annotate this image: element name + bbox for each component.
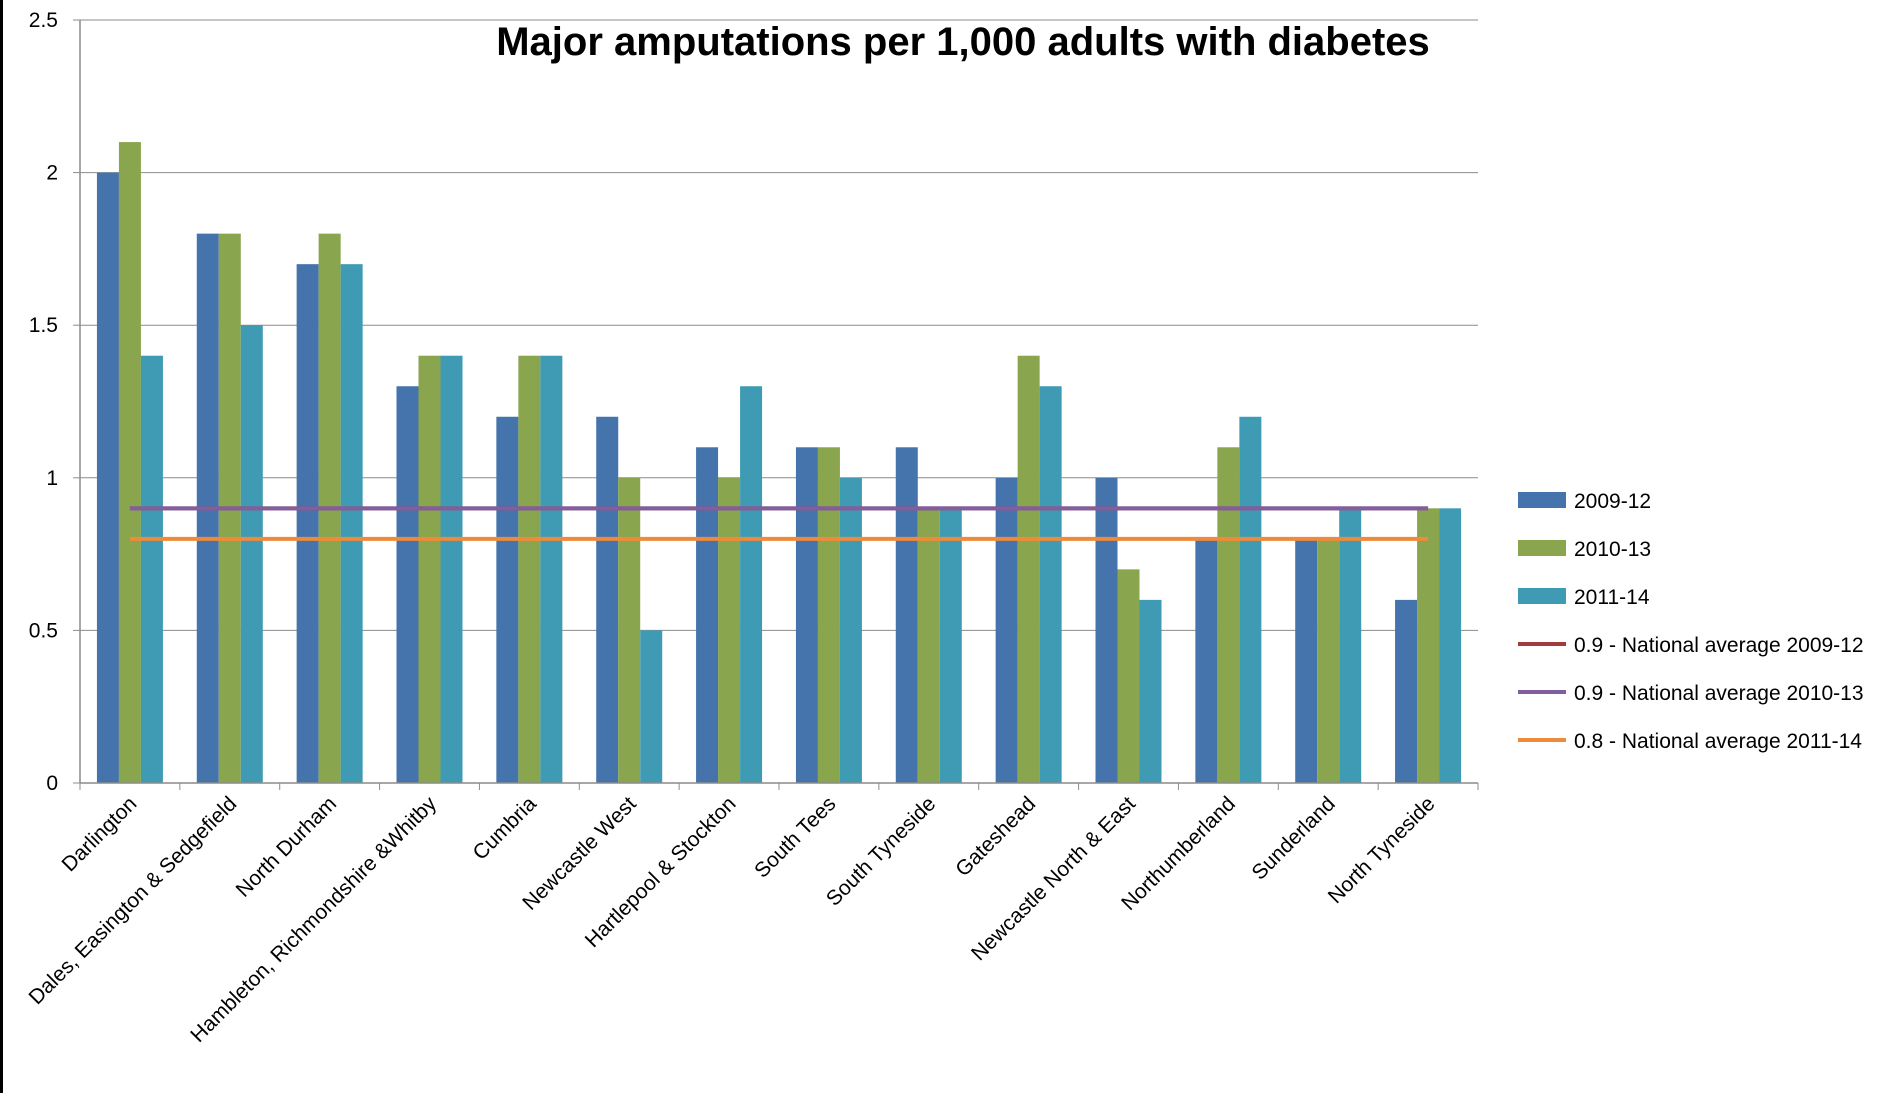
legend-label: 0.8 - National average 2011-14 <box>1574 730 1862 753</box>
bar-2011-14 <box>1339 508 1362 783</box>
bar-2010-13 <box>518 355 541 783</box>
legend: 2009-12 2010-13 2011-14 0.9 - National aver… <box>1518 490 1864 753</box>
category-label: North Tyneside <box>1324 792 1440 908</box>
bar-2009-12 <box>696 447 719 783</box>
bar-2011-14 <box>939 508 962 783</box>
bar-2011-14 <box>140 355 163 783</box>
bar-2009-12 <box>795 447 818 783</box>
bar-2010-13 <box>1017 355 1040 783</box>
bar-2010-13 <box>618 477 641 783</box>
bar-2011-14 <box>839 477 862 783</box>
category-label: Darlington <box>58 792 142 876</box>
bar-2010-13 <box>1417 508 1440 783</box>
category-label: Sunderland <box>1248 792 1340 884</box>
category-label: Newcastle North & East <box>967 792 1140 965</box>
y-tick-label: 1 <box>46 467 58 490</box>
bar-2009-12 <box>96 172 119 784</box>
bar-2009-12 <box>1295 538 1318 783</box>
category-label: Gateshead <box>951 792 1040 881</box>
category-label: North Durham <box>232 792 342 902</box>
bar-2011-14 <box>440 355 463 783</box>
bar-2009-12 <box>596 416 619 783</box>
legend-swatch <box>1518 588 1566 604</box>
legend-label: 2009-12 <box>1574 490 1651 513</box>
legend-label: 2010-13 <box>1574 538 1651 561</box>
legend-swatch <box>1518 540 1566 556</box>
bar-2011-14 <box>740 386 763 783</box>
bar-2011-14 <box>340 264 363 783</box>
bar-2011-14 <box>1239 416 1262 783</box>
reference-lines <box>129 506 1429 541</box>
legend-label: 2011-14 <box>1574 586 1650 609</box>
bar-2009-12 <box>1095 477 1118 783</box>
bar-2010-13 <box>1217 447 1240 783</box>
left-edge-border <box>0 0 3 1093</box>
chart-title: Major amputations per 1,000 adults with … <box>496 20 1430 64</box>
bar-2011-14 <box>640 630 663 783</box>
y-tick-label: 2.5 <box>29 9 58 32</box>
bar-2011-14 <box>1439 508 1462 783</box>
bars <box>96 142 1462 784</box>
category-label: South Tyneside <box>822 792 940 910</box>
bar-2011-14 <box>240 325 263 783</box>
y-tick-label: 0 <box>46 772 58 795</box>
y-tick-label: 1.5 <box>29 314 58 337</box>
y-tick-label: 2 <box>46 162 58 185</box>
category-label: South Tees <box>750 792 840 882</box>
bar-2009-12 <box>496 416 519 783</box>
legend-swatch <box>1518 492 1566 508</box>
y-tick-label: 0.5 <box>29 619 58 642</box>
bar-2010-13 <box>718 477 741 783</box>
category-label: Dales, Easington & Sedgefield <box>24 792 241 1009</box>
bar-2009-12 <box>1395 599 1418 783</box>
bar-2010-13 <box>1317 538 1340 783</box>
bar-2009-12 <box>296 264 319 783</box>
bar-2009-12 <box>995 477 1018 783</box>
bar-2009-12 <box>396 386 419 783</box>
bar-2010-13 <box>118 142 141 783</box>
bar-2010-13 <box>817 447 840 783</box>
bar-2009-12 <box>1195 538 1218 783</box>
bar-2011-14 <box>540 355 563 783</box>
legend-label: 0.9 - National average 2009-12 <box>1574 634 1864 657</box>
bar-2010-13 <box>418 355 441 783</box>
bar-2010-13 <box>1117 569 1140 783</box>
bar-2011-14 <box>1039 386 1062 783</box>
bar-2011-14 <box>1139 599 1162 783</box>
category-label: Cumbria <box>469 792 542 865</box>
bar-2009-12 <box>895 447 918 783</box>
bar-2010-13 <box>917 508 940 783</box>
legend-label: 0.9 - National average 2010-13 <box>1574 682 1864 705</box>
